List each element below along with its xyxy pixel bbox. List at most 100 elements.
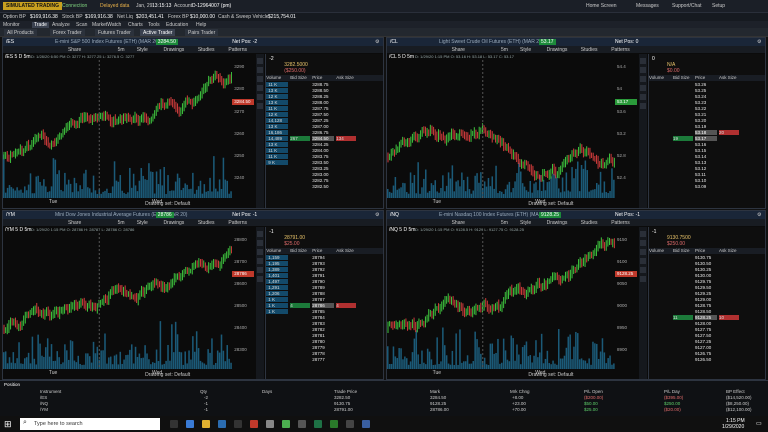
setup-link[interactable]: Setup bbox=[712, 3, 726, 9]
mail-icon[interactable] bbox=[234, 420, 242, 428]
ladder-row[interactable]: 1,195 28793 bbox=[266, 261, 383, 267]
windows-start-icon[interactable]: ⊞ bbox=[4, 419, 12, 429]
ladder-row[interactable]: 9130.75 bbox=[649, 255, 765, 261]
ladder-row[interactable]: 9127.00 bbox=[649, 345, 765, 351]
style-menu[interactable]: Style bbox=[136, 220, 148, 226]
ladder-row[interactable]: 3282.50 bbox=[266, 184, 383, 190]
ladder-row[interactable]: 1 K 4 28786 4 bbox=[266, 303, 383, 309]
menu-charts[interactable]: Charts bbox=[128, 22, 143, 28]
ladder-row[interactable]: 3282.75 bbox=[266, 178, 383, 184]
side-tool-button[interactable] bbox=[257, 240, 264, 246]
side-tool-button[interactable] bbox=[257, 249, 264, 255]
patterns-menu[interactable]: Patterns bbox=[611, 47, 630, 53]
price-chart[interactable] bbox=[3, 60, 233, 198]
ladder-column-header[interactable]: Bid Size bbox=[290, 248, 307, 253]
drawings-menu[interactable]: Drawings bbox=[546, 220, 568, 226]
side-tool-button[interactable] bbox=[640, 276, 646, 282]
ladder-row[interactable]: 1,159 28794 bbox=[266, 255, 383, 261]
ask-cell[interactable]: 20 bbox=[719, 130, 739, 135]
ladder-row[interactable]: 9127.75 bbox=[649, 327, 765, 333]
ladder-row[interactable]: 28778 bbox=[266, 351, 383, 357]
ladder-row[interactable]: 11 K 3283.75 bbox=[266, 154, 383, 160]
side-tool-button[interactable] bbox=[257, 85, 264, 91]
side-tool-button[interactable] bbox=[640, 85, 646, 91]
price-chart[interactable] bbox=[3, 233, 233, 369]
ladder-row[interactable]: 53.09 bbox=[649, 184, 765, 190]
side-tool-button[interactable] bbox=[257, 276, 264, 282]
ladder-row[interactable]: 14,128 3287.25 bbox=[266, 118, 383, 124]
ladder-row[interactable]: 9127.25 bbox=[649, 339, 765, 345]
ladder-column-header[interactable]: Price bbox=[695, 75, 706, 80]
ladder-row[interactable]: 9 K 3283.50 bbox=[266, 160, 383, 166]
ask-cell[interactable]: 4 bbox=[336, 303, 357, 308]
support-chat-link[interactable]: Support/Chat bbox=[672, 3, 702, 9]
ladder-column-header[interactable]: Bid Size bbox=[673, 248, 690, 253]
connection-status[interactable]: Connection bbox=[62, 3, 88, 9]
symbol-selector[interactable]: /NQ bbox=[390, 212, 399, 218]
ladder-row[interactable]: 9130.00 bbox=[649, 273, 765, 279]
ladder-row[interactable]: 11 K 3288.75 bbox=[266, 82, 383, 88]
side-tool-button[interactable] bbox=[640, 240, 646, 246]
style-menu[interactable]: Style bbox=[520, 47, 532, 53]
ladder-row[interactable]: 16,186 3286.75 bbox=[266, 130, 383, 136]
drawing-set-selector[interactable]: Drawing set: Default bbox=[145, 372, 191, 378]
ladder-column-header[interactable]: Ask Size bbox=[719, 248, 737, 253]
ladder-row[interactable]: 12 K 3287.50 bbox=[266, 112, 383, 118]
ladder-row[interactable]: 12 K 3288.25 bbox=[266, 94, 383, 100]
price-chart[interactable] bbox=[387, 233, 615, 369]
ladder-row[interactable]: 28777 bbox=[266, 357, 383, 363]
studies-menu[interactable]: Studies bbox=[580, 47, 598, 53]
ladder-row[interactable]: 28780 bbox=[266, 339, 383, 345]
ladder-row[interactable]: 11 K 3287.75 bbox=[266, 106, 383, 112]
studies-menu[interactable]: Studies bbox=[580, 220, 598, 226]
ladder-row[interactable]: 1,389 28792 bbox=[266, 267, 383, 273]
store-icon[interactable] bbox=[218, 420, 226, 428]
share-button[interactable]: Share bbox=[451, 220, 465, 226]
side-tool-button[interactable] bbox=[257, 258, 264, 264]
price-axis[interactable]: 3290 3280 3270 3260 3250 3240 3284.50 bbox=[232, 60, 257, 198]
ladder-row[interactable]: 13 K 3288.00 bbox=[266, 100, 383, 106]
side-tool-button[interactable] bbox=[257, 94, 264, 100]
side-tool-button[interactable] bbox=[257, 103, 264, 109]
side-tool-button[interactable] bbox=[640, 249, 646, 255]
tab-futures-trader[interactable]: Futures Trader bbox=[95, 29, 134, 36]
symbol-selector[interactable]: /ES bbox=[6, 39, 15, 45]
menu-marketwatch[interactable]: MarketWatch bbox=[92, 22, 122, 28]
ladder-row[interactable]: 53.25 bbox=[649, 88, 765, 94]
ladder-row[interactable]: 9129.25 bbox=[649, 291, 765, 297]
ladder-column-header[interactable]: Price bbox=[695, 248, 706, 253]
side-tool-button[interactable] bbox=[640, 258, 646, 264]
interval-selector[interactable]: 5m bbox=[117, 47, 125, 53]
drawings-menu[interactable]: Drawings bbox=[163, 220, 185, 226]
patterns-menu[interactable]: Patterns bbox=[611, 220, 630, 226]
task-view-icon[interactable] bbox=[170, 420, 178, 428]
gear-icon[interactable]: ⚙ bbox=[757, 212, 762, 218]
ladder-row[interactable]: 53.13 bbox=[649, 160, 765, 166]
side-tool-button[interactable] bbox=[257, 58, 264, 64]
share-button[interactable]: Share bbox=[67, 220, 82, 226]
ladder-row[interactable]: 53.22 bbox=[649, 106, 765, 112]
menu-tools[interactable]: Tools bbox=[148, 22, 160, 28]
patterns-menu[interactable]: Patterns bbox=[228, 47, 247, 53]
ladder-row[interactable]: 13 K 3288.50 bbox=[266, 88, 383, 94]
side-tool-button[interactable] bbox=[257, 231, 264, 237]
menu-help[interactable]: Help bbox=[196, 22, 207, 28]
ladder-row[interactable]: 1 K 28787 bbox=[266, 297, 383, 303]
taskbar-search-box[interactable]: Type here to search ⌕ bbox=[20, 418, 160, 430]
interval-selector[interactable]: 5m bbox=[501, 220, 508, 226]
price-axis[interactable]: 54.4 54 53.6 53.2 52.8 52.4 53.17 bbox=[615, 60, 639, 198]
ladder-row[interactable]: 11 K 3284.00 bbox=[266, 148, 383, 154]
home-screen-link[interactable]: Home Screen bbox=[586, 3, 617, 9]
side-tool-button[interactable] bbox=[640, 67, 646, 73]
ladder-column-header[interactable]: Volume bbox=[266, 75, 282, 80]
ladder-row[interactable]: 3283.25 bbox=[266, 166, 383, 172]
price-axis[interactable]: 9150 9100 9050 9000 8950 8900 9128.25 bbox=[615, 233, 639, 369]
bid-cell[interactable]: 267 bbox=[290, 136, 311, 141]
style-menu[interactable]: Style bbox=[136, 47, 148, 53]
ladder-row[interactable]: 9130.25 bbox=[649, 267, 765, 273]
ladder-row[interactable]: 9128.75 bbox=[649, 303, 765, 309]
ladder-row[interactable]: 9129.75 bbox=[649, 279, 765, 285]
ladder-column-header[interactable]: Volume bbox=[649, 248, 665, 253]
ladder-row[interactable]: 9126.50 bbox=[649, 357, 765, 363]
gear-icon[interactable]: ⚙ bbox=[375, 39, 380, 45]
